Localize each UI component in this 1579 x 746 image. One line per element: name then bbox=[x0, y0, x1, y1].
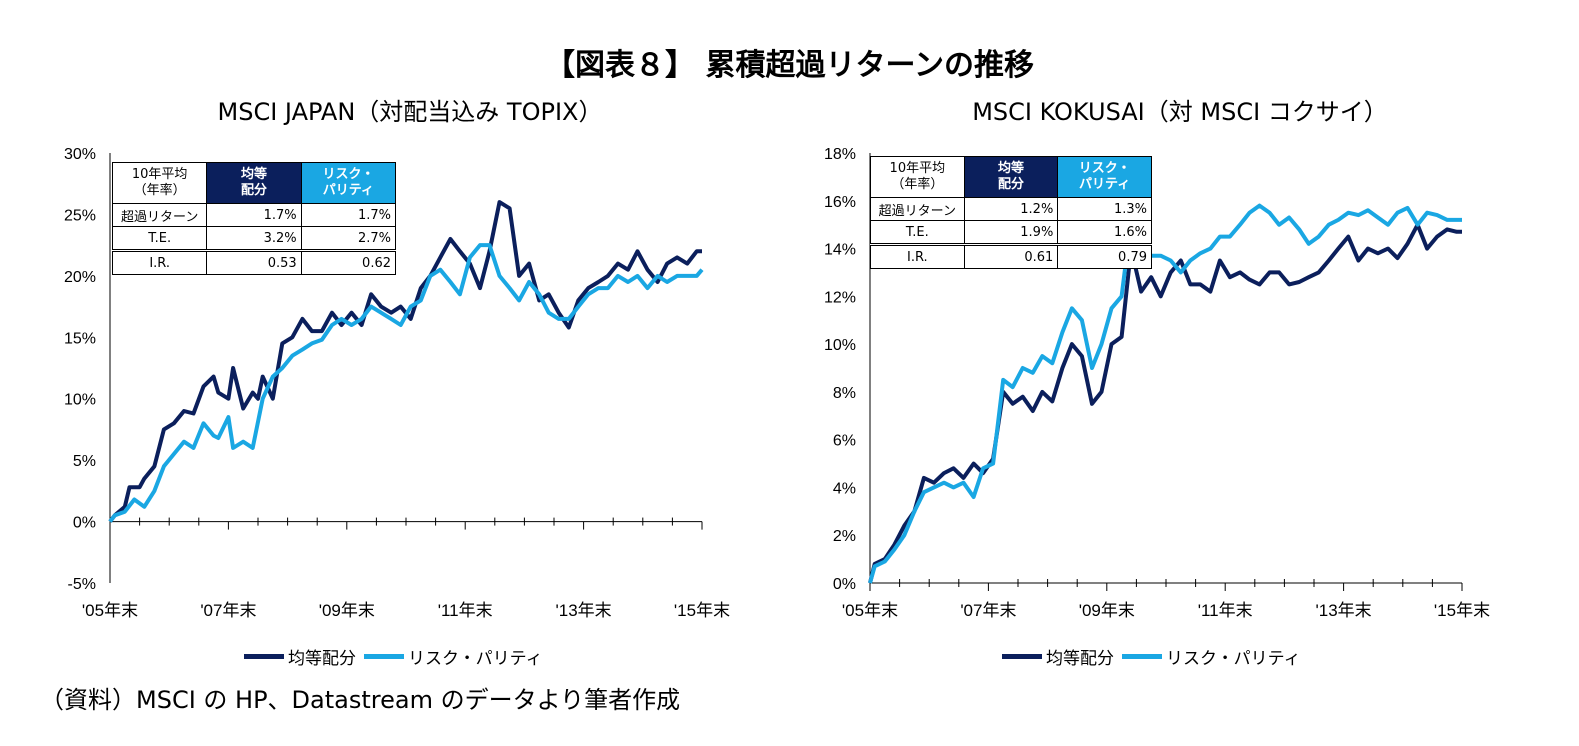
stats-header-risk: リスク・ パリティ bbox=[300, 162, 397, 204]
series-line-risk bbox=[108, 243, 704, 523]
stats-cell: 1.6% bbox=[1057, 220, 1152, 245]
stats-row-label: T.E. bbox=[870, 220, 965, 245]
series-line-equal bbox=[868, 222, 1462, 584]
stats-row-label: I.R. bbox=[111, 249, 208, 275]
chart-title-japan: MSCI JAPAN（対配当込み TOPIX） bbox=[217, 98, 603, 126]
x-tick-label: '05年末 bbox=[842, 601, 898, 620]
stats-header-risk: リスク・ パリティ bbox=[1057, 156, 1152, 198]
stats-cell: 1.2% bbox=[963, 197, 1059, 221]
legend-label-risk: リスク・パリティ bbox=[408, 649, 543, 669]
stats-row-label: 超過リターン bbox=[870, 197, 965, 221]
x-tick-label: '15年末 bbox=[674, 601, 730, 620]
y-tick-label: 0% bbox=[73, 515, 96, 532]
y-tick-label: 12% bbox=[824, 289, 856, 306]
legend-japan: 均等配分 リスク・パリティ bbox=[244, 644, 551, 669]
stats-cell: 1.7% bbox=[300, 203, 397, 227]
series-line-equal bbox=[108, 200, 702, 523]
x-tick-label: '11年末 bbox=[438, 601, 493, 620]
stats-cell: 3.2% bbox=[206, 226, 302, 251]
stats-cell: 0.62 bbox=[300, 249, 397, 275]
y-tick-label: 20% bbox=[64, 269, 96, 286]
legend-swatch-risk bbox=[1122, 654, 1162, 659]
stats-header-label: 10年平均 （年率） bbox=[870, 156, 965, 198]
y-tick-label: 14% bbox=[824, 242, 856, 259]
y-tick-label: 0% bbox=[833, 576, 856, 593]
y-tick-label: 18% bbox=[824, 146, 856, 163]
x-tick-label: '13年末 bbox=[1316, 601, 1372, 620]
y-tick-label: 2% bbox=[833, 528, 856, 545]
stats-cell: 1.7% bbox=[206, 203, 302, 227]
x-tick-label: '11年末 bbox=[1198, 601, 1253, 620]
x-tick-label: '07年末 bbox=[960, 601, 1016, 620]
y-tick-label: 25% bbox=[64, 207, 96, 224]
stats-cell: 1.9% bbox=[963, 220, 1059, 245]
stats-row-label: T.E. bbox=[111, 226, 208, 251]
y-tick-label: -5% bbox=[68, 576, 96, 593]
stats-row-label: I.R. bbox=[870, 243, 965, 269]
stats-cell: 0.79 bbox=[1057, 243, 1152, 269]
y-tick-label: 4% bbox=[833, 480, 856, 497]
legend-label-risk: リスク・パリティ bbox=[1166, 649, 1301, 669]
y-tick-label: 10% bbox=[64, 392, 96, 409]
y-tick-label: 16% bbox=[824, 194, 856, 211]
legend-item-equal: 均等配分 bbox=[1002, 644, 1114, 669]
chart-kokusai: 0% 2% 4% 6% 8% 10% 12% 14% 16% 18% '05年末 '07年末 '09年末… bbox=[824, 146, 1490, 620]
x-tick-label: '09年末 bbox=[1079, 601, 1135, 620]
legend-swatch-equal bbox=[244, 654, 284, 659]
y-tick-label: 5% bbox=[73, 453, 96, 470]
legend-swatch-equal bbox=[1002, 654, 1042, 659]
main-title: 【図表８】 累積超過リターンの推移 bbox=[545, 48, 1034, 83]
stats-cell: 2.7% bbox=[300, 226, 397, 251]
y-tick-label: 30% bbox=[64, 146, 96, 163]
stats-header-label: 10年平均 （年率） bbox=[111, 162, 208, 204]
chart-japan: -5% 0% 5% 10% 15% 20% 25% 30% '05年末 '07年末 '09年末 '11… bbox=[64, 146, 730, 620]
x-tick-label: '07年末 bbox=[200, 601, 256, 620]
legend-item-risk: リスク・パリティ bbox=[1122, 644, 1301, 669]
y-tick-label: 10% bbox=[824, 337, 856, 354]
y-tick-label: 8% bbox=[833, 385, 856, 402]
stats-table-japan: 10年平均 （年率） 均等 配分 リスク・ パリティ 超過リターン 1.7% 1… bbox=[111, 162, 397, 275]
stats-cell: 1.3% bbox=[1057, 197, 1152, 221]
x-tick-label: '15年末 bbox=[1434, 601, 1490, 620]
stats-cell: 0.61 bbox=[963, 243, 1059, 269]
stats-cell: 0.53 bbox=[206, 249, 302, 275]
legend-swatch-risk bbox=[364, 654, 404, 659]
stats-header-equal: 均等 配分 bbox=[963, 156, 1059, 198]
chart-title-kokusai: MSCI KOKUSAI（対 MSCI コクサイ） bbox=[972, 98, 1388, 126]
x-tick-label: '13年末 bbox=[556, 601, 612, 620]
stats-row-label: 超過リターン bbox=[111, 203, 208, 227]
series-line-risk bbox=[868, 203, 1462, 584]
stats-header-equal: 均等 配分 bbox=[206, 162, 302, 204]
y-tick-label: 15% bbox=[64, 330, 96, 347]
x-tick-label: '09年末 bbox=[319, 601, 375, 620]
legend-label-equal: 均等配分 bbox=[288, 649, 356, 669]
x-tick-label: '05年末 bbox=[82, 601, 138, 620]
legend-item-risk: リスク・パリティ bbox=[364, 644, 543, 669]
legend-kokusai: 均等配分 リスク・パリティ bbox=[1002, 644, 1309, 669]
legend-label-equal: 均等配分 bbox=[1046, 649, 1114, 669]
y-tick-label: 6% bbox=[833, 433, 856, 450]
stats-table-kokusai: 10年平均 （年率） 均等 配分 リスク・ パリティ 超過リターン 1.2% 1… bbox=[870, 156, 1152, 269]
source-note: （資料）MSCI の HP、Datastream のデータより筆者作成 bbox=[40, 686, 681, 714]
legend-item-equal: 均等配分 bbox=[244, 644, 356, 669]
